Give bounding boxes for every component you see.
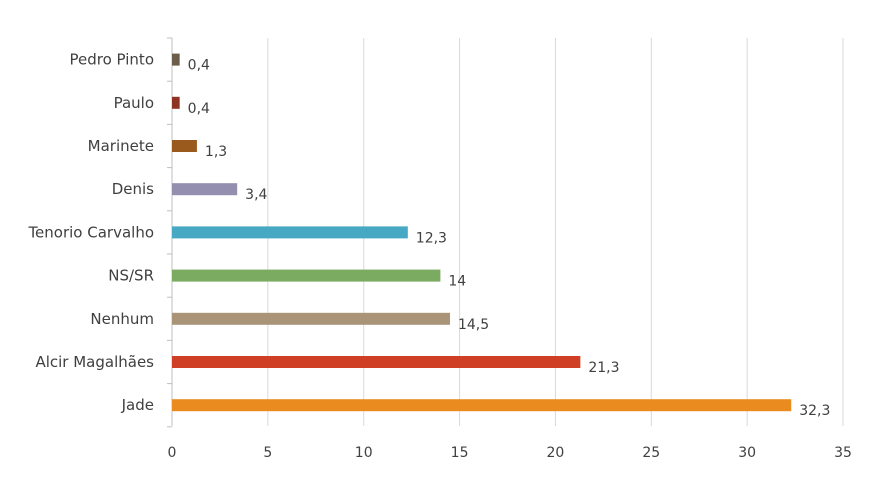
data-label: 14,5	[458, 317, 489, 333]
category-label: Denis	[112, 180, 154, 198]
category-label: Alcir Magalhães	[35, 353, 154, 371]
category-label: NS/SR	[108, 267, 154, 285]
x-tick-label: 0	[168, 445, 177, 461]
category-label: Jade	[121, 396, 154, 414]
x-tick-label: 10	[355, 445, 373, 461]
category-label: Nenhum	[90, 310, 154, 328]
data-label: 0,4	[188, 58, 210, 74]
x-tick-label: 35	[834, 445, 852, 461]
category-label: Pedro Pinto	[70, 51, 155, 69]
category-labels: Jade Alcir Magalhães Nenhum NS/SR Tenorio Ca…	[27, 51, 154, 415]
bars	[172, 53, 792, 412]
data-label: 1,3	[205, 144, 227, 160]
data-label: 14	[448, 274, 466, 290]
bar	[172, 269, 441, 282]
gridlines	[267, 38, 844, 426]
bar	[172, 356, 581, 368]
category-axis	[167, 37, 173, 428]
data-label: 12,3	[416, 230, 447, 246]
category-label: Marinete	[88, 137, 154, 155]
bar	[172, 226, 408, 239]
data-label: 0,4	[188, 101, 210, 117]
data-label: 3,4	[245, 187, 267, 203]
x-tick-label: 15	[451, 445, 469, 461]
bar	[172, 399, 792, 412]
category-label: Paulo	[114, 94, 154, 112]
category-label: Tenorio Carvalho	[27, 223, 154, 241]
data-label: 32,3	[799, 403, 830, 419]
data-labels: 32,3 21,3 14,5 14 12,3 3,4 1,3 0,4 0,4	[188, 58, 831, 420]
x-tick-labels: 0 5 10 15 20 25 30 35	[168, 445, 852, 461]
x-tick-label: 30	[738, 445, 756, 461]
bar	[172, 183, 238, 196]
x-tick-label: 25	[642, 445, 660, 461]
bar	[172, 96, 180, 109]
bar	[172, 140, 197, 152]
bar	[172, 312, 450, 325]
bar	[172, 53, 180, 66]
data-label: 21,3	[588, 360, 619, 376]
x-tick-label: 5	[263, 445, 272, 461]
x-tick-label: 20	[547, 445, 565, 461]
